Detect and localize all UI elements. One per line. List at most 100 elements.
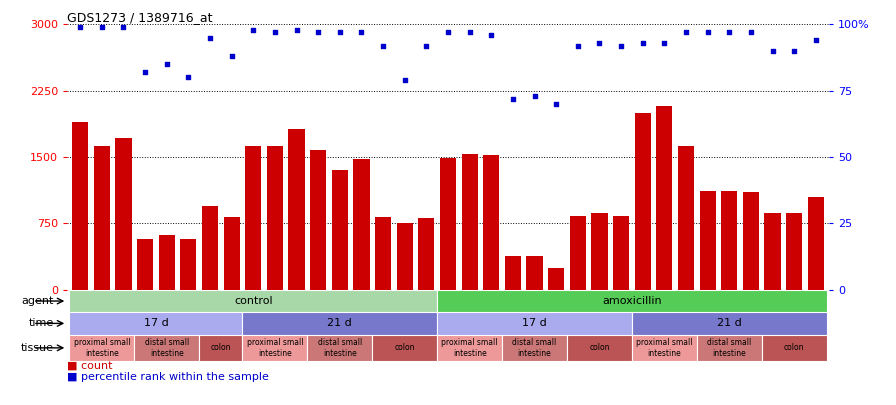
Bar <box>180 239 196 290</box>
Text: time: time <box>29 318 54 328</box>
Bar <box>289 129 305 290</box>
Bar <box>483 155 499 290</box>
Text: 17 d: 17 d <box>143 318 168 328</box>
FancyBboxPatch shape <box>502 335 567 361</box>
Point <box>332 29 347 36</box>
Text: distal small
intestine: distal small intestine <box>144 338 189 358</box>
Point <box>289 26 304 33</box>
Text: distal small
intestine: distal small intestine <box>318 338 362 358</box>
Bar <box>591 213 607 290</box>
FancyBboxPatch shape <box>632 312 827 335</box>
Text: 21 d: 21 d <box>327 318 352 328</box>
Text: colon: colon <box>590 343 609 352</box>
Bar <box>202 206 218 290</box>
FancyBboxPatch shape <box>437 335 502 361</box>
Text: colon: colon <box>211 343 231 352</box>
Text: tissue: tissue <box>21 343 54 353</box>
Bar <box>440 158 456 290</box>
Point <box>419 42 434 49</box>
Point <box>159 61 174 67</box>
Point <box>809 37 823 43</box>
Bar <box>223 217 240 290</box>
Bar <box>116 138 132 290</box>
Bar <box>353 159 369 290</box>
Point <box>202 34 217 41</box>
Point <box>592 40 607 46</box>
Point <box>722 29 737 36</box>
FancyBboxPatch shape <box>437 312 632 335</box>
Point <box>505 96 520 102</box>
Bar <box>267 147 283 290</box>
Bar <box>461 154 478 290</box>
Text: GDS1273 / 1389716_at: GDS1273 / 1389716_at <box>67 11 212 24</box>
Bar <box>94 147 110 290</box>
Bar <box>700 191 716 290</box>
Bar <box>137 239 153 290</box>
Point <box>549 101 564 107</box>
Bar <box>634 113 650 290</box>
Bar <box>332 171 348 290</box>
FancyBboxPatch shape <box>69 335 134 361</box>
Point <box>787 48 801 54</box>
FancyBboxPatch shape <box>632 335 697 361</box>
Point <box>765 48 780 54</box>
Text: proximal small
intestine: proximal small intestine <box>636 338 693 358</box>
Point <box>311 29 325 36</box>
FancyBboxPatch shape <box>437 290 827 312</box>
Bar <box>613 216 629 290</box>
Bar <box>807 197 824 290</box>
FancyBboxPatch shape <box>243 312 437 335</box>
Point <box>528 93 542 99</box>
FancyBboxPatch shape <box>372 335 437 361</box>
Bar <box>678 147 694 290</box>
FancyBboxPatch shape <box>697 335 762 361</box>
Point <box>376 42 391 49</box>
Bar <box>310 150 326 290</box>
Text: proximal small
intestine: proximal small intestine <box>442 338 498 358</box>
Point <box>441 29 455 36</box>
Point <box>571 42 585 49</box>
Point <box>73 24 87 30</box>
Point <box>744 29 758 36</box>
Point <box>701 29 715 36</box>
Point <box>181 74 195 81</box>
Bar <box>418 218 435 290</box>
Point <box>484 32 498 38</box>
FancyBboxPatch shape <box>134 335 199 361</box>
Text: ■ count: ■ count <box>67 361 113 371</box>
Bar <box>246 147 262 290</box>
Point <box>246 26 261 33</box>
Bar <box>159 235 175 290</box>
Point <box>657 40 671 46</box>
Bar <box>786 213 802 290</box>
FancyBboxPatch shape <box>762 335 827 361</box>
FancyBboxPatch shape <box>69 312 243 335</box>
Point <box>116 24 131 30</box>
Text: proximal small
intestine: proximal small intestine <box>246 338 303 358</box>
Point <box>635 40 650 46</box>
FancyBboxPatch shape <box>567 335 632 361</box>
Point <box>225 53 239 60</box>
Text: colon: colon <box>394 343 415 352</box>
Point <box>462 29 477 36</box>
Point <box>354 29 368 36</box>
Bar <box>548 268 564 290</box>
Bar <box>764 213 780 290</box>
Text: colon: colon <box>784 343 805 352</box>
FancyBboxPatch shape <box>69 290 437 312</box>
Bar <box>721 191 737 290</box>
Point <box>138 69 152 75</box>
Text: distal small
intestine: distal small intestine <box>707 338 752 358</box>
Bar <box>527 256 543 290</box>
Point <box>268 29 282 36</box>
Bar <box>397 224 413 290</box>
Bar <box>656 106 673 290</box>
Point <box>95 24 109 30</box>
Text: control: control <box>234 296 272 306</box>
Bar <box>375 217 392 290</box>
Bar <box>570 216 586 290</box>
Text: 17 d: 17 d <box>522 318 547 328</box>
Bar <box>743 192 759 290</box>
Text: ■ percentile rank within the sample: ■ percentile rank within the sample <box>67 372 269 382</box>
Text: amoxicillin: amoxicillin <box>602 296 662 306</box>
